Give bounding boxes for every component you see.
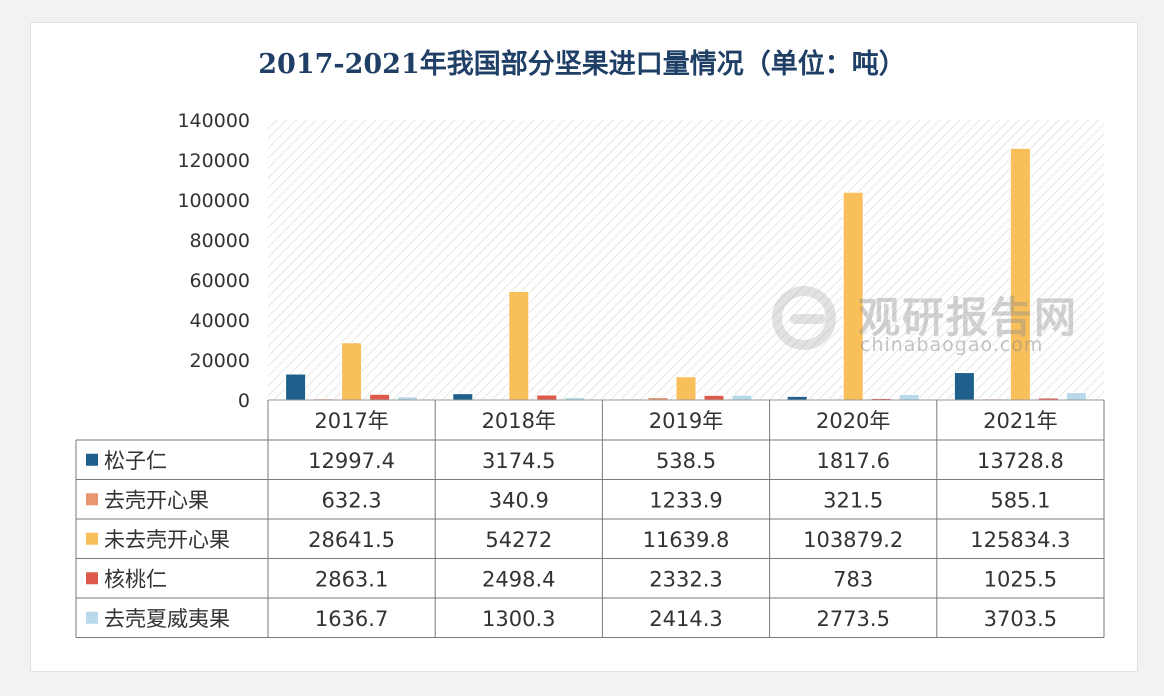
data-label: 103879.2 [803, 528, 903, 552]
bar-4 [369, 393, 391, 401]
legend-key [86, 572, 98, 585]
data-label: 1817.6 [816, 449, 889, 473]
data-label: 632.3 [322, 488, 382, 512]
chart-title: 2017-2021年我国部分坚果进口量情况（单位：吨） [258, 49, 906, 80]
x-category-label: 2019年 [649, 409, 723, 433]
legend-key [86, 532, 98, 545]
y-tick-label: 80000 [190, 230, 250, 252]
watermark-site: chinabaogao.com [860, 334, 1044, 356]
data-label: 340.9 [489, 488, 549, 512]
bar-1 [452, 393, 474, 401]
data-label: 585.1 [990, 488, 1050, 512]
legend-key [86, 493, 98, 506]
data-label: 1636.7 [315, 607, 388, 631]
data-label: 1300.3 [482, 607, 555, 631]
data-label: 13728.8 [977, 449, 1064, 473]
y-tick-label: 40000 [190, 310, 250, 332]
y-tick-label: 0 [238, 390, 250, 412]
data-label: 3174.5 [482, 449, 555, 473]
legend-label: 去壳夏威夷果 [104, 607, 230, 631]
data-label: 2863.1 [315, 567, 388, 591]
data-label: 2773.5 [816, 607, 889, 631]
bar-1 [953, 372, 975, 401]
data-label: 54272 [485, 528, 552, 552]
legend-label: 未去壳开心果 [104, 528, 230, 552]
bar-3 [1009, 147, 1031, 401]
legend-key [86, 611, 98, 624]
data-label: 2498.4 [482, 567, 555, 591]
plot-area [268, 120, 1104, 400]
y-tick-label: 20000 [190, 350, 250, 372]
bar-5 [731, 394, 753, 401]
y-tick-label: 100000 [177, 190, 250, 212]
y-tick-label: 140000 [177, 110, 250, 132]
data-label: 2414.3 [649, 607, 722, 631]
legend-label: 去壳开心果 [104, 488, 209, 512]
watermark: 观研报告网 chinabaogao.com [772, 282, 1092, 362]
bar-5 [898, 393, 920, 401]
bar-3 [341, 342, 363, 401]
legend-label: 松子仁 [104, 449, 167, 473]
x-category-label: 2021年 [983, 409, 1057, 433]
data-label: 783 [833, 567, 873, 591]
x-category-label: 2018年 [482, 409, 556, 433]
data-label: 125834.3 [970, 528, 1070, 552]
bar-1 [786, 395, 808, 401]
data-label: 28641.5 [308, 528, 395, 552]
bar-1 [285, 373, 307, 401]
data-label: 538.5 [656, 449, 716, 473]
watermark-logo-icon [772, 286, 836, 350]
data-label: 321.5 [823, 488, 883, 512]
bar-5 [1065, 392, 1087, 401]
data-label: 3703.5 [984, 607, 1057, 631]
bar-3 [508, 290, 530, 401]
legend-label: 核桃仁 [104, 567, 167, 591]
bar-4 [703, 394, 725, 401]
data-label: 1025.5 [984, 567, 1057, 591]
bar-3 [675, 376, 697, 401]
data-label: 12997.4 [308, 449, 395, 473]
watermark-brand: 观研报告网 [858, 293, 1079, 342]
x-category-label: 2017年 [314, 409, 388, 433]
legend-key [86, 453, 98, 466]
data-label: 11639.8 [643, 528, 730, 552]
y-tick-label: 120000 [177, 150, 250, 172]
data-label: 2332.3 [649, 567, 722, 591]
x-category-label: 2020年 [816, 409, 890, 433]
bar-4 [536, 394, 558, 401]
y-tick-label: 60000 [190, 270, 250, 292]
data-label: 1233.9 [649, 488, 722, 512]
